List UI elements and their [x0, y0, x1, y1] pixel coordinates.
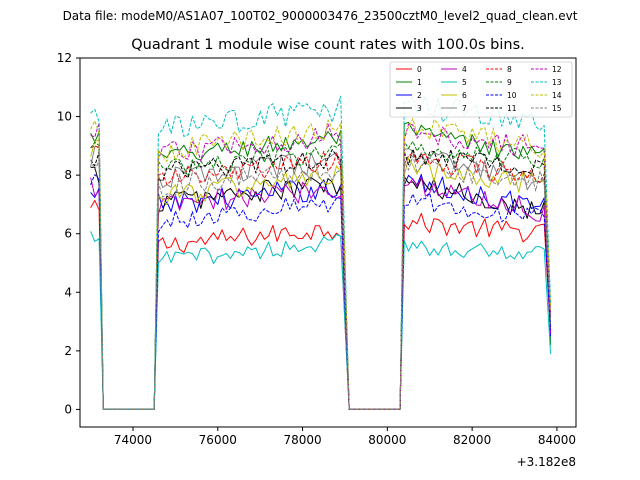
x-tick-label: 82000 [453, 433, 491, 447]
axes-frame [79, 57, 577, 428]
series-line-1 [90, 121, 552, 410]
legend-label-14: 14 [552, 91, 562, 100]
legend-label-6: 6 [462, 91, 467, 100]
legend-label-3: 3 [417, 104, 422, 113]
legend-label-2: 2 [417, 91, 422, 100]
x-axis-offset-label: +3.182e8 [517, 455, 576, 469]
legend-label-4: 4 [462, 65, 467, 74]
series-line-12 [90, 122, 552, 410]
series-line-10 [90, 174, 552, 410]
y-axis-ticks: 0 2 4 6 8 10 12 [57, 51, 80, 416]
legend-label-8: 8 [507, 65, 512, 74]
x-tick-label: 76000 [199, 433, 237, 447]
x-tick-label: 78000 [283, 433, 321, 447]
series-line-8 [90, 145, 552, 410]
series-line-7 [90, 146, 552, 410]
y-tick-label: 4 [64, 285, 72, 299]
chart-title: Quadrant 1 module wise count rates with … [131, 37, 525, 53]
legend-label-9: 9 [507, 78, 512, 87]
legend-label-0: 0 [417, 65, 422, 74]
legend-label-11: 11 [507, 104, 517, 113]
x-tick-label: 74000 [114, 433, 152, 447]
figure-suptitle: Data file: modeM0/AS1A07_100T02_90000034… [63, 9, 578, 23]
y-tick-label: 8 [64, 168, 72, 182]
series-line-15 [90, 155, 552, 410]
x-tick-label: 84000 [538, 433, 576, 447]
series-line-5 [90, 231, 552, 410]
series-line-6 [90, 139, 552, 410]
y-tick-label: 12 [57, 51, 72, 65]
y-tick-label: 2 [64, 344, 72, 358]
legend-label-1: 1 [417, 78, 422, 87]
series-line-2 [90, 174, 552, 410]
legend-box [389, 61, 573, 118]
legend-label-15: 15 [552, 104, 562, 113]
x-axis-ticks: 74000 76000 78000 80000 82000 84000 [114, 427, 576, 447]
y-tick-label: 10 [57, 110, 72, 124]
series-line-11 [90, 148, 552, 410]
series-line-9 [90, 140, 552, 410]
x-tick-label: 80000 [368, 433, 406, 447]
series-line-0 [90, 199, 552, 410]
series-line-14 [90, 118, 552, 410]
plot-lines [90, 95, 552, 410]
series-line-4 [90, 176, 552, 410]
legend-label-12: 12 [552, 65, 562, 74]
legend-label-10: 10 [507, 91, 517, 100]
series-line-13 [90, 95, 552, 410]
legend-label-7: 7 [462, 104, 467, 113]
y-tick-label: 0 [64, 402, 72, 416]
legend-label-5: 5 [462, 78, 467, 87]
legend-label-13: 13 [552, 78, 562, 87]
y-tick-label: 6 [64, 227, 72, 241]
